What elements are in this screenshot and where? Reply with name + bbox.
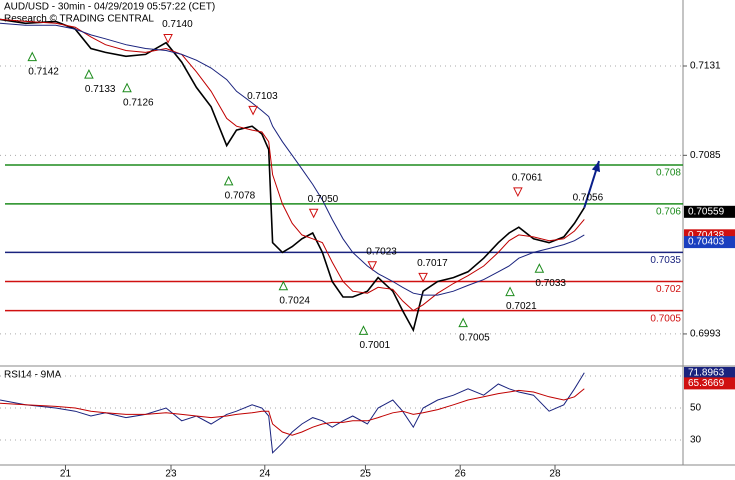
annotation-label: 0.7021 [506,301,537,312]
rsi-box [684,377,735,390]
price-box [684,236,735,249]
price-line [0,22,585,296]
level-label: 0.708 [656,168,681,179]
annotation-label: 0.7133 [85,84,116,95]
rsi-line [0,372,585,454]
annotation-label: 0.7061 [512,173,543,184]
annotation-label: 0.7001 [359,340,390,351]
x-tick-label: 23 [165,469,177,480]
x-tick-label: 24 [259,469,271,480]
low-marker [534,263,545,273]
annotation-label: 0.7126 [123,97,154,108]
rsi-line [0,388,585,436]
chart-title: AUD/USD - 30min - 04/29/2019 05:57:22 (C… [4,2,215,13]
annotation-label: 0.7033 [535,278,566,289]
low-marker [505,286,515,297]
annotation-label: 0.7005 [459,332,490,343]
annotation-label: 0.7050 [308,194,339,205]
annotation-label: 0.7017 [417,258,448,269]
rsi-tick-label: 50 [690,403,702,414]
arrow-head [591,161,601,173]
annotation-label: 0.7142 [28,66,59,77]
price-box-label: 0.70438 [688,230,725,241]
level-label: 0.7035 [650,255,681,266]
annotation-label: 0.7024 [279,295,310,306]
high-marker [367,261,378,271]
rsi-box-label: 71.8963 [688,368,725,379]
price-box [684,205,735,218]
rsi-box-label: 65.3669 [688,378,725,389]
high-marker [513,187,523,198]
level-label: 0.702 [656,284,681,295]
x-tick-label: 21 [60,469,72,480]
y-tick-label: 0.7131 [690,61,721,72]
price-box-label: 0.70403 [688,237,725,248]
low-marker [278,280,289,291]
y-tick-label: 0.7085 [690,150,721,161]
y-tick-label: 0.6993 [690,329,721,340]
price-line [0,18,585,312]
annotation-label: 0.7056 [573,192,604,203]
x-tick-label: 28 [549,469,561,480]
rsi-label: RSI14 - 9MA [4,370,62,381]
low-marker [27,51,38,62]
low-marker [84,69,94,79]
x-tick-label: 25 [360,469,372,480]
chart-subtitle: Research © TRADING CENTRAL [4,14,154,25]
rsi-tick-label: 30 [690,435,702,446]
annotation-label: 0.7023 [366,246,397,257]
high-marker [308,208,319,219]
level-label: 0.706 [656,206,681,217]
high-marker [418,272,428,283]
low-marker [122,82,132,93]
high-marker [163,34,173,44]
price-box-label: 0.70559 [688,206,725,217]
annotation-label: 0.7103 [247,91,278,102]
high-marker [248,105,258,116]
x-tick-label: 26 [455,469,467,480]
price-line [0,18,585,333]
low-marker [458,317,468,328]
level-label: 0.7005 [650,313,681,324]
low-marker [223,175,234,186]
low-marker [358,325,369,335]
rsi-box [684,366,735,379]
annotation-label: 0.7140 [162,19,193,30]
annotation-label: 0.7078 [225,191,256,202]
